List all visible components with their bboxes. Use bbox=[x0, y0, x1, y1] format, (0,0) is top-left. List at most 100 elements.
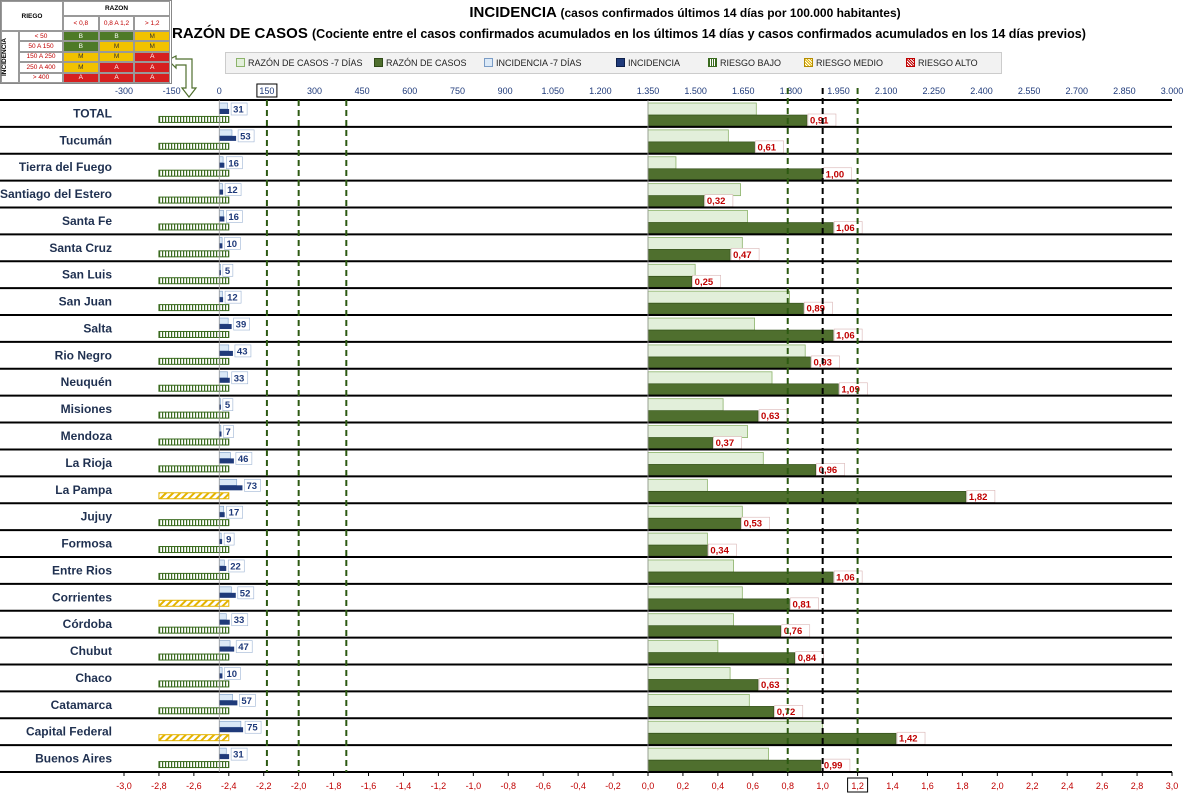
incidencia-title-sub: (casos confirmados últimos 14 días por 1… bbox=[560, 6, 901, 20]
top-axis-highlight-box bbox=[256, 83, 278, 98]
razon-value-label: 0,84 bbox=[798, 653, 817, 664]
razon-value-label: 0,34 bbox=[710, 546, 729, 557]
razon-bar bbox=[647, 141, 755, 154]
incidencia-label-box bbox=[233, 317, 250, 331]
top-axis-tick-label: 2.550 bbox=[1018, 86, 1041, 96]
incidencia-prev-bar bbox=[218, 371, 228, 379]
legend-item-incid-prev: INCIDENCIA -7 DÍAS bbox=[484, 58, 582, 68]
bottom-axis-tick-label: -2,4 bbox=[221, 781, 237, 791]
top-axis-tick-label: 600 bbox=[402, 86, 417, 96]
incidencia-bar bbox=[219, 216, 225, 222]
razon-prev-bar bbox=[647, 425, 748, 438]
legend-item-riesgo-medio: RIESGO MEDIO bbox=[804, 58, 883, 68]
incidencia-value-label: 12 bbox=[227, 293, 238, 304]
legend-label: INCIDENCIA -7 DÍAS bbox=[496, 58, 582, 68]
razon-bar bbox=[647, 195, 705, 207]
bottom-axis-tick-label: -1,0 bbox=[466, 781, 482, 791]
category-label: Tucumán bbox=[60, 133, 112, 147]
category-label: TOTAL bbox=[73, 106, 112, 120]
incidencia-prev-bar bbox=[218, 183, 223, 190]
razon-prev-bar bbox=[647, 236, 743, 250]
risk-matrix-row-label: 50 A 150 bbox=[19, 41, 63, 52]
incidencia-prev-bar bbox=[218, 720, 242, 728]
razon-value-label: 0,25 bbox=[695, 277, 714, 288]
incidencia-value-label: 52 bbox=[240, 588, 251, 599]
incidencia-value-label: 5 bbox=[225, 400, 231, 411]
razon-bar bbox=[647, 383, 839, 396]
top-axis-tick-label: 1.650 bbox=[732, 86, 755, 96]
incidencia-label-box bbox=[226, 505, 243, 519]
incidencia-value-label: 73 bbox=[246, 481, 257, 492]
razon-value-label: 0,89 bbox=[806, 304, 825, 315]
incidencia-prev-bar bbox=[218, 290, 223, 298]
razon-value-label: 0,91 bbox=[810, 116, 829, 127]
risk-bar bbox=[158, 626, 230, 634]
risk-bar bbox=[158, 384, 230, 392]
category-label: Corrientes bbox=[52, 590, 112, 604]
category-label: Catamarca bbox=[51, 698, 113, 712]
incidencia-value-label: 53 bbox=[240, 131, 251, 142]
incidencia-value-label: 31 bbox=[233, 105, 244, 116]
incidencia-prev-bar bbox=[218, 505, 225, 513]
incidencia-bar bbox=[219, 646, 235, 652]
razon-value-label: 1,42 bbox=[899, 734, 918, 745]
incidencia-prev-bar bbox=[218, 667, 223, 674]
risk-bar bbox=[158, 572, 230, 580]
category-label: San Luis bbox=[62, 268, 112, 282]
risk-bar bbox=[158, 250, 230, 258]
incidencia-value-label: 12 bbox=[227, 185, 238, 196]
risk-matrix-row-label: 250 A 400 bbox=[19, 62, 63, 73]
risk-matrix-cell: A bbox=[134, 72, 171, 83]
razon-bar bbox=[647, 732, 897, 745]
risk-matrix-cell: B bbox=[63, 31, 99, 42]
incidencia-value-label: 33 bbox=[234, 615, 245, 626]
risk-matrix-razon-col: > 1,2 bbox=[134, 16, 171, 31]
risk-bar bbox=[158, 169, 230, 177]
razon-prev-bar bbox=[647, 747, 769, 761]
risk-bar bbox=[158, 465, 230, 473]
incidencia-value-label: 9 bbox=[226, 535, 231, 546]
incidencia-bar bbox=[219, 727, 244, 733]
incidencia-bar bbox=[219, 458, 234, 464]
risk-bar bbox=[158, 330, 230, 338]
legend-swatch bbox=[484, 58, 493, 67]
legend-item-riesgo-bajo: RIESGO BAJO bbox=[708, 58, 781, 68]
bottom-axis-tick-label: -1,4 bbox=[396, 781, 412, 791]
matrix-arrow-icon bbox=[166, 55, 198, 98]
category-label: Misiones bbox=[61, 402, 113, 416]
bottom-axis-tick-label: -2,6 bbox=[186, 781, 202, 791]
razon-bar bbox=[647, 652, 796, 664]
risk-matrix-cell: B bbox=[63, 41, 99, 52]
bottom-axis-tick-label: 0,4 bbox=[712, 781, 725, 791]
razon-prev-bar bbox=[647, 693, 750, 707]
risk-matrix-cell: A bbox=[134, 51, 171, 63]
risk-matrix-header-razon: RAZON bbox=[63, 1, 170, 16]
risk-matrix-cell: M bbox=[63, 51, 99, 63]
risk-bar bbox=[158, 142, 230, 150]
risk-matrix-row-label: 150 A 250 bbox=[19, 51, 63, 63]
incidencia-label-box bbox=[224, 290, 242, 304]
risk-matrix-cell: A bbox=[98, 62, 135, 73]
incidencia-prev-bar bbox=[218, 586, 232, 594]
razon-prev-bar bbox=[647, 183, 741, 197]
razon-value-label: 0,53 bbox=[744, 519, 763, 530]
bottom-axis-tick-label: -1,2 bbox=[431, 781, 447, 791]
incidencia-label-box bbox=[244, 479, 261, 492]
legend-label: RIESGO ALTO bbox=[918, 58, 978, 68]
razon-bar bbox=[647, 410, 759, 422]
risk-matrix-cell: M bbox=[98, 41, 135, 52]
razon-bar bbox=[647, 571, 834, 584]
legend-swatch bbox=[616, 58, 625, 67]
category-label: Chubut bbox=[70, 644, 112, 658]
incidencia-bar bbox=[219, 243, 223, 249]
category-label: Santiago del Estero bbox=[0, 187, 112, 201]
category-label: Formosa bbox=[61, 537, 112, 551]
incidencia-value-label: 10 bbox=[226, 669, 237, 680]
razon-prev-bar bbox=[647, 290, 790, 304]
razon-value-label: 1,09 bbox=[841, 384, 860, 395]
risk-matrix-cell: B bbox=[98, 31, 135, 42]
chart-legend: RAZÓN DE CASOS -7 DÍAS RAZÓN DE CASOS IN… bbox=[225, 52, 1002, 74]
category-panel bbox=[0, 100, 124, 772]
